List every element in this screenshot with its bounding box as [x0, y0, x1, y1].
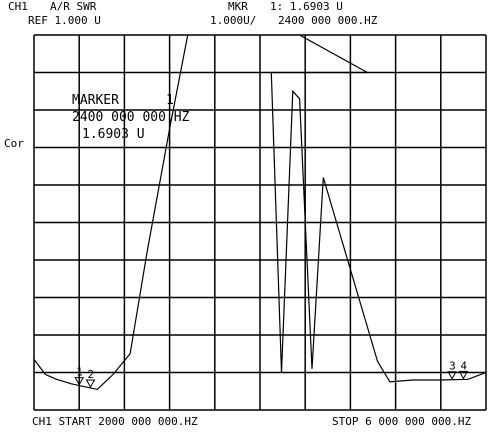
- marker-triangle: [85, 379, 96, 388]
- marker-number: 4: [460, 359, 467, 372]
- marker-1: 1: [74, 366, 85, 386]
- marker-triangle: [458, 370, 469, 380]
- marker-number: 1: [76, 366, 83, 379]
- side-label: Cor: [4, 137, 24, 150]
- marker-readout: MARKER 1 2400 000 000.HZ 1.6903 U: [72, 93, 190, 142]
- marker-box-number: 1: [166, 93, 174, 108]
- stop-frequency-label: STOP 6 000 000 000.HZ: [332, 415, 471, 428]
- start-frequency-label: CH1 START 2000 000 000.HZ: [32, 415, 198, 428]
- marker-number: 3: [449, 360, 456, 373]
- measurement-label: A/R SWR: [50, 0, 97, 13]
- header: CH1 A/R SWR REF 1.000 U MKR 1: 1.6903 U …: [8, 0, 378, 27]
- marker-triangle: [447, 371, 457, 380]
- channel-label: CH1: [8, 0, 28, 13]
- marker-number: 2: [88, 368, 95, 381]
- footer: CH1 START 2000 000 000.HZ STOP 6 000 000…: [32, 415, 471, 428]
- marker-2: 2: [85, 368, 96, 388]
- marker-box-frequency: 2400 000 000.HZ: [72, 110, 190, 125]
- marker-frequency: 2400 000 000.HZ: [278, 14, 378, 27]
- marker-layer: 1 2 3 4: [74, 359, 469, 388]
- marker-value: 1: 1.6903 U: [270, 0, 343, 13]
- marker-box-value: 1.6903 U: [82, 127, 145, 142]
- plot-grid: [33, 34, 487, 411]
- marker-label: MKR: [228, 0, 248, 13]
- marker-3: 3: [447, 360, 457, 380]
- marker-triangle: [74, 377, 85, 386]
- marker-4: 4: [458, 359, 469, 380]
- reference-label: REF 1.000 U: [28, 14, 101, 27]
- scale-label: 1.000U/: [210, 14, 256, 27]
- marker-box-title: MARKER: [72, 93, 119, 108]
